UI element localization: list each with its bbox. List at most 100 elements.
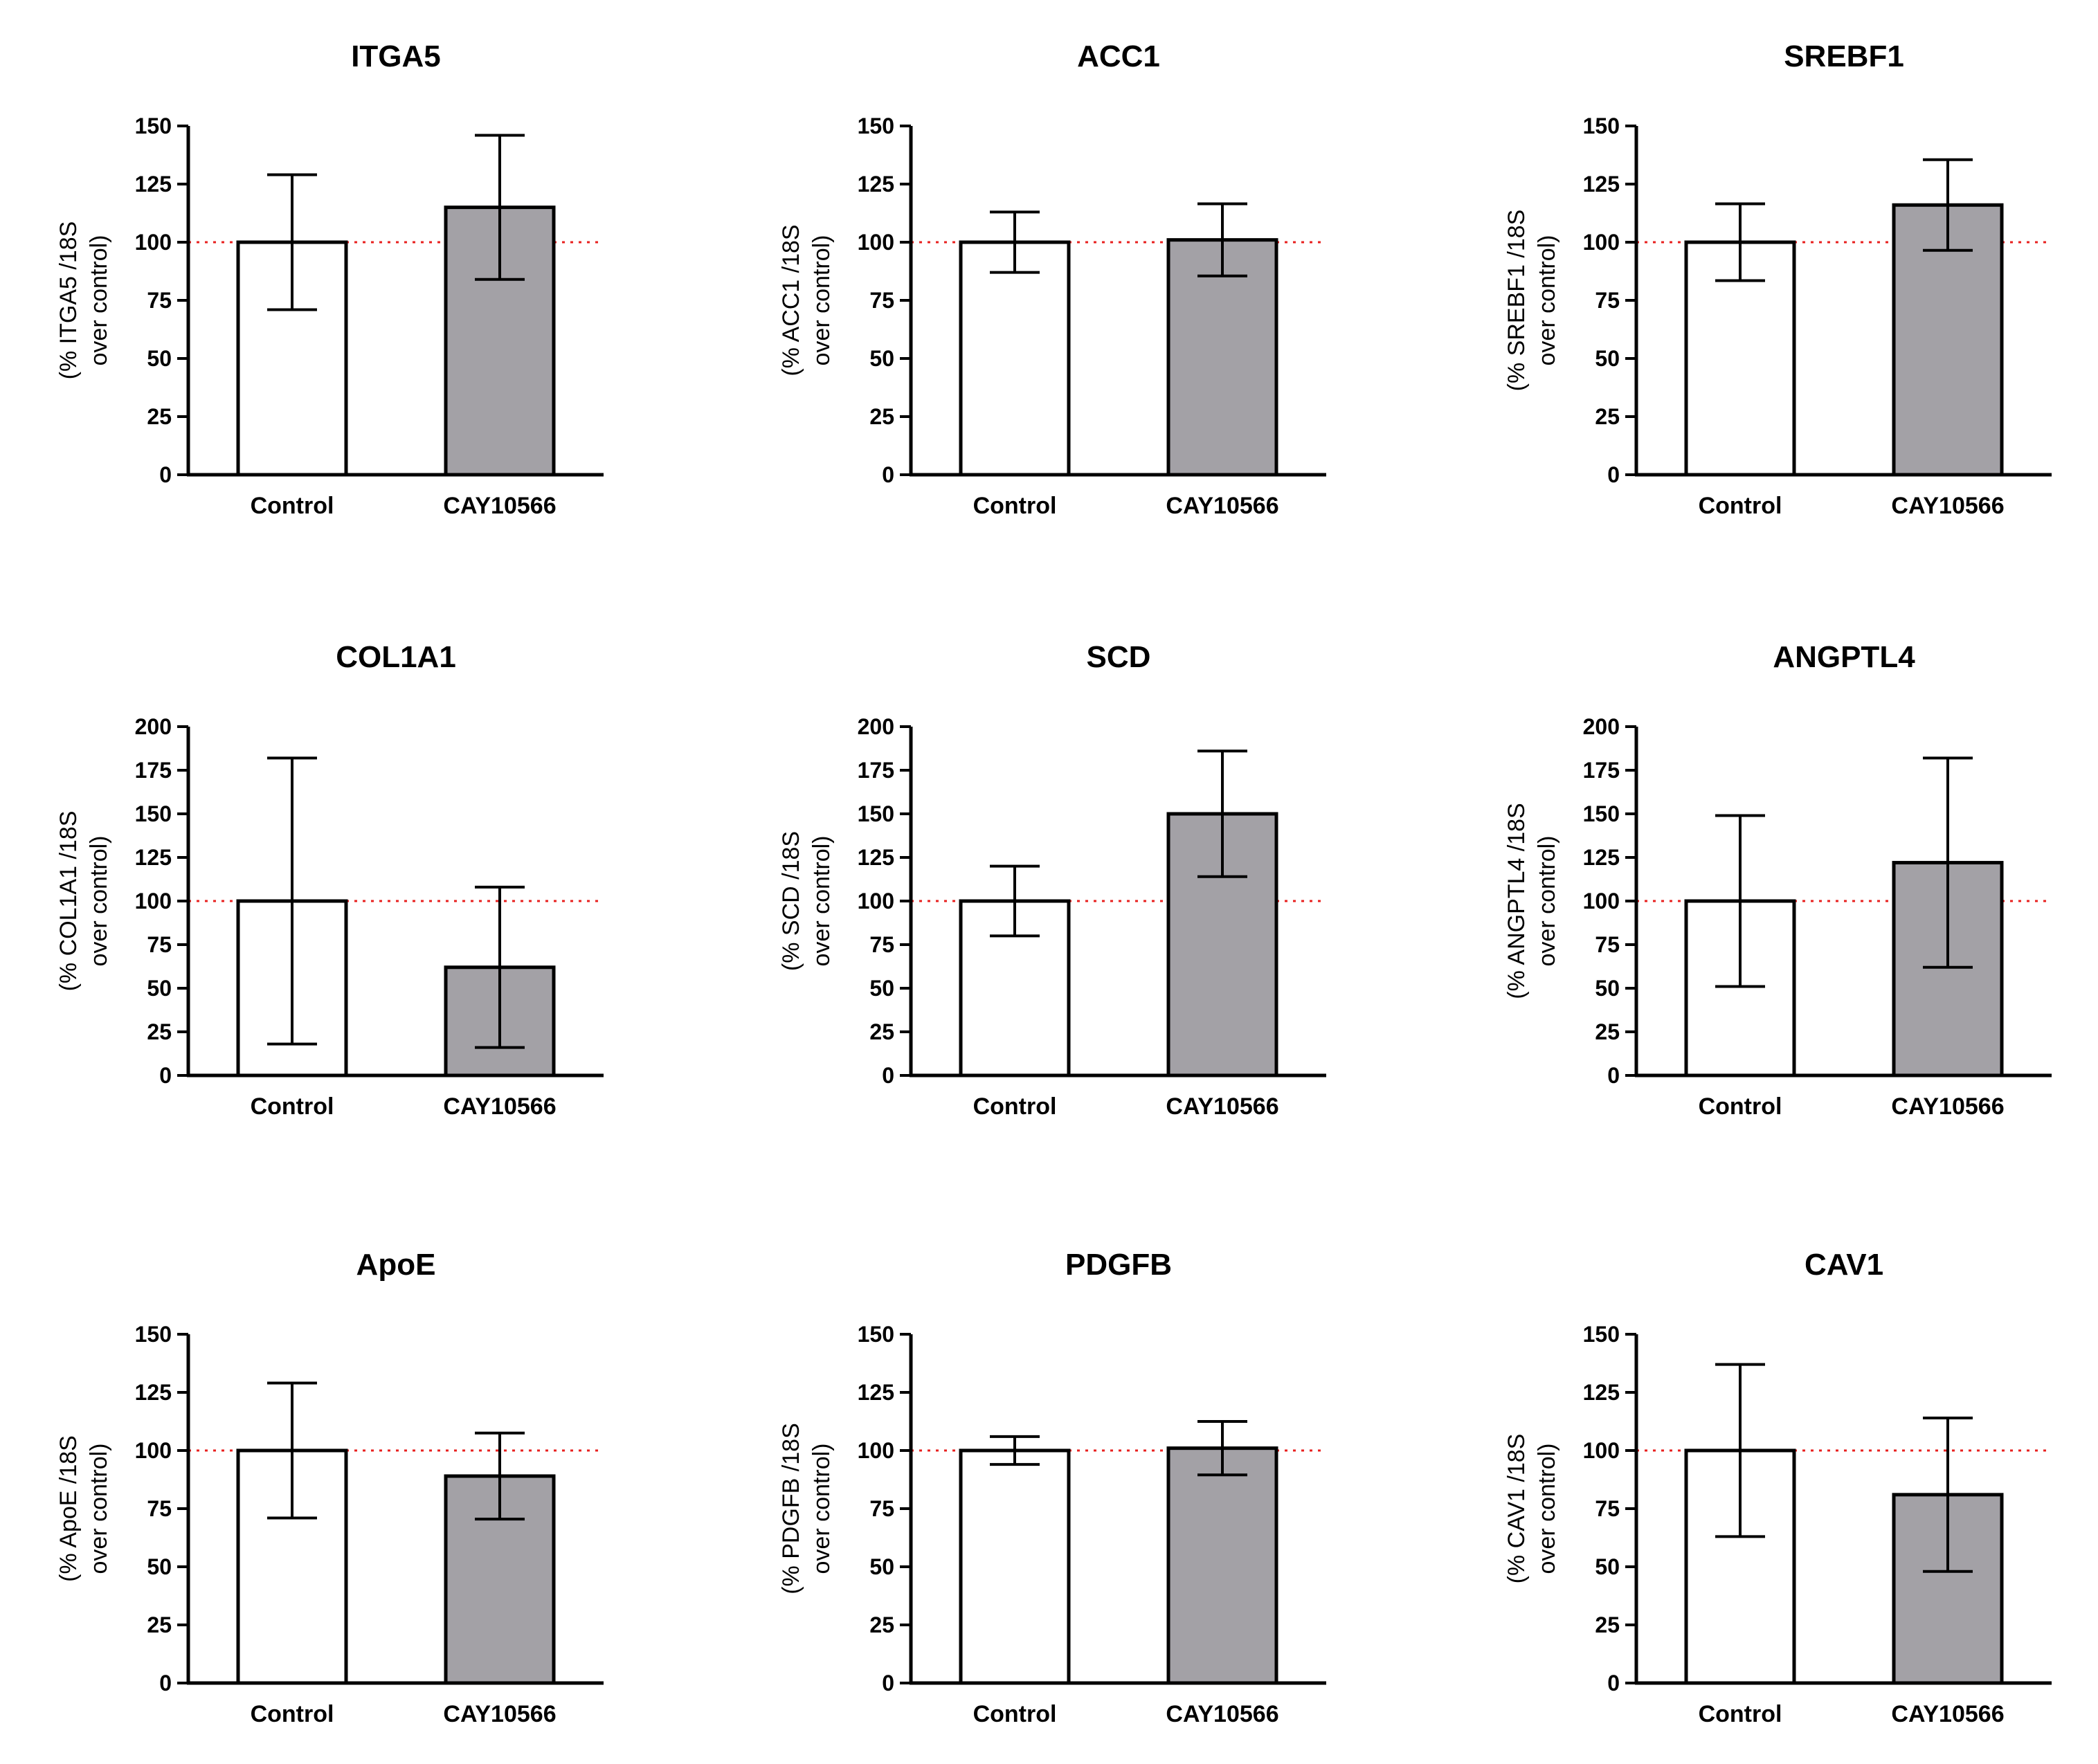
y-axis-label-line2: over control) (808, 1444, 835, 1574)
y-tick-label: 100 (858, 1438, 894, 1463)
x-tick-label-control: Control (1699, 1701, 1782, 1727)
y-axis-label-line2: over control) (808, 836, 835, 967)
y-tick-label: 25 (1595, 1019, 1620, 1044)
error-bar-control (267, 756, 317, 1046)
x-tick-label-control: Control (973, 1701, 1057, 1727)
x-tick-label-cay10566: CAY10566 (1166, 1093, 1278, 1120)
error-bar-cay10566 (1197, 749, 1247, 878)
error-bar-control (267, 173, 317, 311)
y-tick-label: 75 (1595, 932, 1620, 957)
x-tick-label-control: Control (251, 1701, 334, 1727)
error-bar-control (267, 1381, 317, 1520)
error-bar-cay10566 (1197, 1420, 1247, 1477)
error-bar-control (1715, 1363, 1765, 1538)
panel-itga5: ITGA5 (% ITGA5 /18S over control) Control CA… (55, 39, 604, 519)
error-bar-control (1715, 814, 1765, 988)
y-tick-label: 125 (858, 845, 894, 870)
y-tick-label: 75 (869, 288, 894, 313)
y-tick-label: 100 (858, 889, 894, 913)
error-bar-control (990, 1435, 1040, 1466)
y-tick-label: 125 (135, 845, 172, 870)
y-axis-label-line2: over control) (1534, 1444, 1560, 1574)
y-tick-label: 50 (147, 346, 172, 371)
bar-cay10566 (1166, 1446, 1278, 1685)
y-tick-label: 150 (135, 1322, 172, 1347)
y-axis-label-line1: (% ITGA5 /18S (55, 221, 82, 380)
y-tick-label: 125 (858, 1380, 894, 1405)
error-bar-control (990, 210, 1040, 274)
y-tick-label: 175 (858, 758, 894, 783)
x-tick-label-cay10566: CAY10566 (1891, 1701, 2004, 1727)
x-tick-label-cay10566: CAY10566 (1891, 1093, 2004, 1120)
error-bar-cay10566 (475, 134, 525, 281)
y-tick-label: 50 (147, 976, 172, 1001)
panel-title: ACC1 (1077, 39, 1160, 73)
y-tick-label: 0 (882, 462, 894, 487)
y-tick-label: 25 (147, 1612, 172, 1637)
y-axis-label-line2: over control) (1534, 836, 1560, 967)
y-tick-label: 50 (147, 1554, 172, 1579)
y-tick-label: 0 (1607, 462, 1620, 487)
panel-scd: SCD (% SCD /18S over control) Control CAY105… (778, 640, 1326, 1120)
y-tick-label: 150 (1583, 1322, 1620, 1347)
y-tick-label: 25 (1595, 1612, 1620, 1637)
y-tick-label: 25 (869, 1019, 894, 1044)
y-tick-label: 75 (869, 932, 894, 957)
panel-col1a1: COL1A1 (% COL1A1 /18S over control) Control… (55, 640, 604, 1120)
x-tick-label-cay10566: CAY10566 (443, 1093, 556, 1120)
y-tick-label: 150 (1583, 113, 1620, 138)
y-tick-label: 25 (869, 1612, 894, 1637)
error-bar-cay10566 (475, 1431, 525, 1521)
y-tick-label: 125 (135, 1380, 172, 1405)
x-tick-label-control: Control (1699, 493, 1782, 519)
x-tick-label-control: Control (251, 1093, 334, 1120)
y-tick-label: 175 (135, 758, 172, 783)
y-axis-label-line1: (% COL1A1 /18S (55, 811, 82, 992)
y-axis-label-line1: (% SREBF1 /18S (1503, 210, 1530, 392)
y-tick-label: 200 (1583, 714, 1620, 739)
y-tick-label: 25 (147, 404, 172, 429)
x-tick-label-cay10566: CAY10566 (443, 493, 556, 519)
y-tick-label: 0 (882, 1063, 894, 1088)
y-axis-label-line2: over control) (86, 1444, 112, 1574)
error-bar-control (990, 864, 1040, 938)
y-tick-label: 75 (1595, 288, 1620, 313)
y-tick-label: 75 (147, 932, 172, 957)
y-tick-label: 150 (858, 113, 894, 138)
y-tick-label: 50 (869, 346, 894, 371)
y-tick-label: 100 (858, 230, 894, 255)
panel-title: ANGPTL4 (1773, 640, 1915, 674)
y-tick-label: 50 (869, 1554, 894, 1579)
panel-title: PDGFB (1065, 1248, 1172, 1282)
y-tick-label: 50 (1595, 346, 1620, 371)
y-axis-label-line2: over control) (1534, 235, 1560, 366)
y-axis-label-line1: (% PDGFB /18S (778, 1423, 804, 1594)
y-tick-label: 125 (1583, 845, 1620, 870)
y-axis-label-line1: (% ANGPTL4 /18S (1503, 803, 1530, 999)
error-bar-cay10566 (1197, 202, 1247, 278)
error-bar-cay10566 (1923, 1416, 1973, 1573)
y-tick-label: 100 (1583, 1438, 1620, 1463)
y-axis-label-line1: (% ACC1 /18S (778, 224, 804, 376)
panel-title: SCD (1087, 640, 1151, 674)
bar-control (959, 1448, 1071, 1685)
y-axis-label-line1: (% ApoE /18S (55, 1435, 82, 1582)
error-bar-cay10566 (1923, 158, 1973, 252)
y-axis-label-line1: (% CAV1 /18S (1503, 1434, 1530, 1584)
y-tick-label: 200 (135, 714, 172, 739)
panel-acc1: ACC1 (% ACC1 /18S over control) Control CAY1… (778, 39, 1326, 519)
panel-apoe: ApoE (% ApoE /18S over control) Control CAY1… (55, 1248, 604, 1727)
x-tick-label-cay10566: CAY10566 (1166, 493, 1278, 519)
y-axis-label-line2: over control) (86, 235, 112, 366)
y-tick-label: 100 (135, 230, 172, 255)
y-tick-label: 0 (159, 1063, 172, 1088)
y-tick-label: 25 (869, 404, 894, 429)
y-tick-label: 0 (1607, 1063, 1620, 1088)
y-axis-label-line1: (% SCD /18S (778, 831, 804, 971)
y-tick-label: 75 (147, 1496, 172, 1521)
y-tick-label: 0 (1607, 1671, 1620, 1695)
y-tick-label: 75 (147, 288, 172, 313)
y-tick-label: 125 (1583, 172, 1620, 197)
panel-title: ITGA5 (351, 39, 441, 73)
y-tick-label: 100 (1583, 889, 1620, 913)
